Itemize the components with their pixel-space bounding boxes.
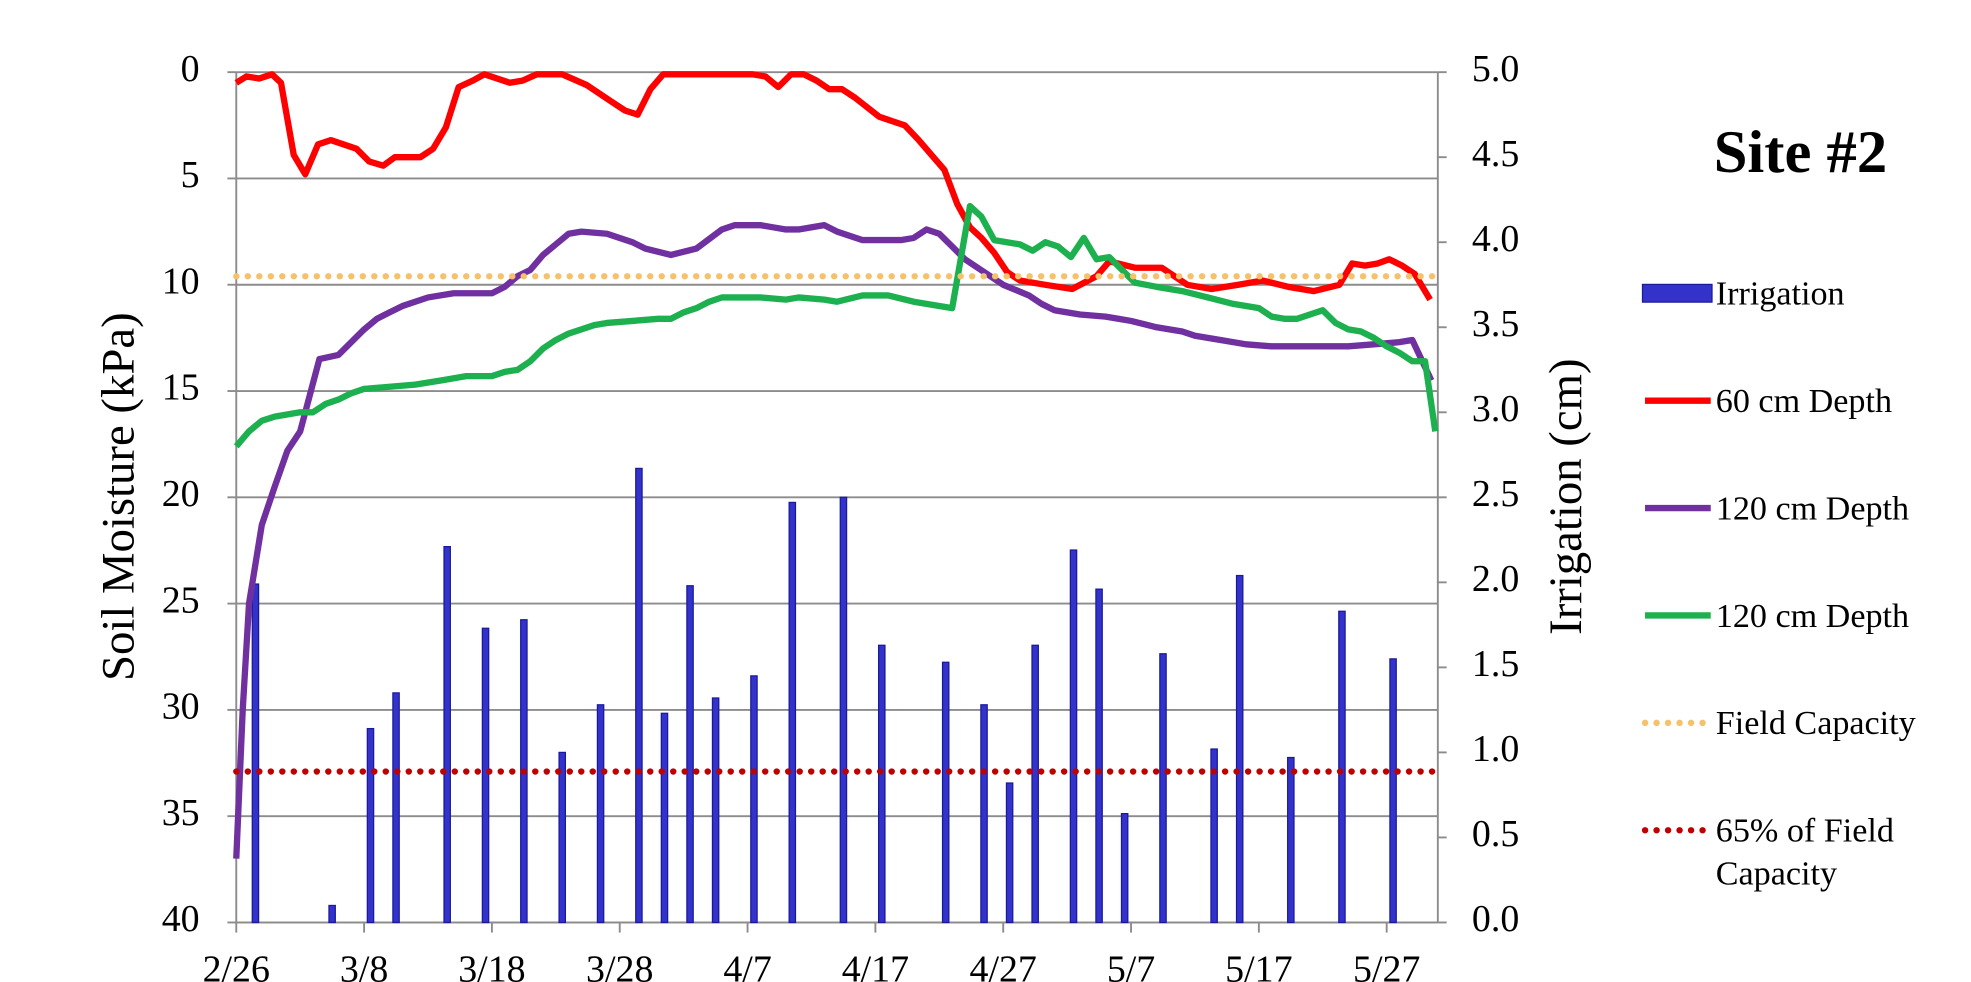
- x-tick-label: 3/8: [340, 949, 388, 982]
- y-tick-label: 0: [181, 48, 200, 90]
- x-tick-label: 2/26: [203, 949, 270, 982]
- bar: [1235, 574, 1244, 924]
- y2-tick-label: 2.5: [1472, 473, 1519, 515]
- y2-tick-label: 1.0: [1472, 728, 1519, 770]
- y-tick-label: 40: [162, 898, 200, 940]
- bar: [366, 727, 375, 924]
- bar: [596, 704, 605, 924]
- legend-swatch: [1641, 283, 1713, 303]
- x-tick-label: 3/28: [586, 949, 653, 982]
- bar: [635, 467, 643, 924]
- y-tick-label: 20: [162, 473, 200, 515]
- x-tick-label: 5/27: [1353, 949, 1420, 982]
- bar: [1389, 658, 1397, 924]
- legend-label: 120 cm Depth: [1715, 596, 1910, 635]
- x-tick-label: 4/7: [723, 949, 771, 982]
- bar: [877, 644, 886, 924]
- y2-axis-title: Irrigation (cm): [1540, 358, 1592, 634]
- y-tick-label: 15: [162, 367, 200, 409]
- bar: [686, 585, 694, 924]
- legend-label: 120 cm Depth: [1715, 489, 1910, 528]
- bar: [980, 704, 988, 924]
- y-tick-label: 25: [162, 579, 200, 621]
- y-tick-label: 30: [162, 686, 200, 728]
- y2-tick-label: 3.5: [1472, 303, 1519, 345]
- bar: [481, 627, 490, 924]
- bar: [711, 697, 720, 924]
- legend-item: 120 cm Depth: [1715, 489, 1910, 528]
- bar: [251, 583, 260, 924]
- bar: [1005, 782, 1014, 924]
- x-tick-label: 3/18: [458, 949, 525, 982]
- bar: [1095, 588, 1103, 924]
- y2-tick-label: 0.0: [1472, 898, 1519, 940]
- bar: [788, 501, 797, 924]
- x-tick-label: 5/7: [1107, 949, 1155, 982]
- legend-label: Irrigation: [1715, 274, 1845, 313]
- y2-tick-label: 1.5: [1472, 643, 1519, 685]
- legend-item: Irrigation: [1715, 274, 1845, 313]
- y2-tick-label: 4.5: [1472, 133, 1519, 175]
- y2-tick-label: 2.0: [1472, 558, 1519, 600]
- bar: [392, 692, 400, 924]
- bar: [941, 661, 950, 924]
- bar: [328, 904, 336, 924]
- y2-tick-label: 4.0: [1472, 218, 1519, 260]
- bar: [558, 751, 567, 924]
- bar: [839, 496, 848, 924]
- y-axis-title: Soil Moisture (kPa): [92, 312, 144, 681]
- y-tick-label: 5: [181, 154, 200, 196]
- bar: [660, 712, 669, 924]
- y2-tick-label: 0.5: [1472, 813, 1519, 855]
- line: [233, 222, 1435, 859]
- x-tick-label: 4/17: [842, 949, 909, 982]
- legend-item: 65% of Field Capacity: [1715, 811, 1894, 893]
- bar: [750, 675, 758, 924]
- bar: [1069, 549, 1078, 924]
- bar: [1120, 813, 1129, 924]
- x-tick-label: 5/17: [1225, 949, 1292, 982]
- bar: [1031, 644, 1039, 924]
- line: [233, 202, 1439, 449]
- y-tick-label: 10: [162, 260, 200, 302]
- y2-tick-label: 5.0: [1472, 48, 1519, 90]
- legend-item: 60 cm Depth: [1715, 381, 1893, 420]
- legend-label: 65% of Field Capacity: [1715, 811, 1894, 893]
- legend-label: Field Capacity: [1715, 703, 1916, 742]
- legend-item: 120 cm Depth: [1715, 596, 1910, 635]
- line: [234, 71, 1433, 302]
- y-tick-label: 35: [162, 792, 200, 834]
- x-tick-label: 4/27: [970, 949, 1037, 982]
- legend-item: Field Capacity: [1715, 703, 1916, 742]
- bar: [1210, 748, 1218, 924]
- bar: [443, 546, 451, 924]
- bar: [1338, 610, 1346, 924]
- chart-title: Site #2: [1714, 119, 1887, 186]
- y2-tick-label: 3.0: [1472, 388, 1519, 430]
- bar: [1159, 653, 1167, 924]
- legend-label: 60 cm Depth: [1715, 381, 1893, 420]
- bar: [1287, 756, 1295, 924]
